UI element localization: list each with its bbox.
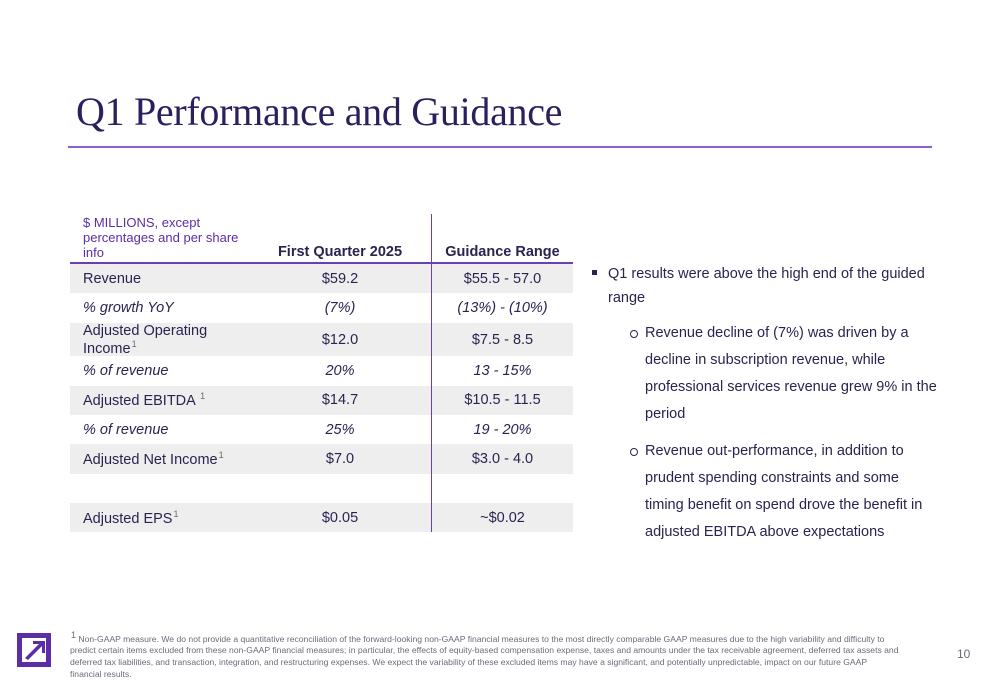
circle-bullet-icon: [630, 448, 638, 456]
row-label: Adjusted EBITDA 1: [70, 385, 249, 416]
table-row: Adjusted Operating Income1 $12.0 $7.5 - …: [70, 322, 573, 357]
header-guidance-range: Guidance Range: [431, 214, 573, 264]
first-quarter-value: (7%): [324, 299, 356, 316]
guidance-value: 19 - 20%: [431, 415, 573, 445]
footnote-marker: 1: [131, 338, 137, 349]
header-first-quarter: First Quarter 2025: [249, 214, 432, 264]
sub-bullet: Revenue decline of (7%) was driven by a …: [592, 320, 937, 428]
first-quarter-value: $12.0: [249, 322, 432, 357]
guidance-value: $10.5 - 11.5: [431, 385, 573, 416]
footnote-marker: 1: [200, 391, 206, 402]
title-divider: [68, 146, 932, 148]
row-label: [70, 474, 249, 503]
first-quarter-value: [249, 474, 432, 503]
first-quarter-value: $59.2: [249, 263, 432, 294]
first-quarter-value: $0.05: [249, 502, 432, 533]
sub-bullet: Revenue out-performance, in addition to …: [592, 438, 937, 546]
footnote-marker: 1: [218, 450, 224, 461]
row-label: % of revenue: [83, 363, 169, 380]
first-quarter-value: $14.7: [249, 385, 432, 416]
guidance-value: $55.5 - 57.0: [431, 263, 573, 294]
row-label: % growth YoY: [83, 299, 174, 316]
header-units: $ MILLIONS, except percentages and per s…: [70, 214, 249, 264]
table-row: % growth YoY (7%) (13%) - (10%): [70, 293, 573, 323]
bullet-main: Q1 results were above the high end of th…: [592, 262, 937, 310]
row-label: Adjusted Operating Income1: [70, 322, 249, 357]
table-row: % of revenue 20% 13 - 15%: [70, 356, 573, 386]
row-label: Adjusted Net Income1: [70, 444, 249, 474]
page-number: 10: [957, 647, 971, 661]
table-row: % of revenue 25% 19 - 20%: [70, 415, 573, 445]
guidance-value: $3.0 - 4.0: [431, 444, 573, 474]
first-quarter-value: 20%: [325, 363, 355, 380]
first-quarter-value: 25%: [325, 421, 355, 438]
guidance-value: 13 - 15%: [431, 356, 573, 386]
footnote: 1 Non-GAAP measure. We do not provide a …: [70, 630, 899, 679]
arrow-up-right-icon: [17, 633, 51, 667]
row-label: Revenue: [70, 263, 249, 294]
table-row: Adjusted EPS1 $0.05 ~$0.02: [70, 502, 573, 533]
commentary-bullets: Q1 results were above the high end of th…: [592, 262, 937, 546]
table-row: Adjusted EBITDA 1 $14.7 $10.5 - 11.5: [70, 385, 573, 416]
guidance-value: $7.5 - 8.5: [431, 322, 573, 357]
footnote-marker: 1: [173, 508, 179, 519]
row-label: Adjusted EPS1: [70, 502, 249, 533]
first-quarter-value: $7.0: [249, 444, 432, 474]
table-header-row: $ MILLIONS, except percentages and per s…: [70, 214, 573, 264]
guidance-value: ~$0.02: [431, 502, 573, 533]
square-bullet-icon: [592, 270, 597, 275]
circle-bullet-icon: [630, 330, 638, 338]
table-row: Adjusted Net Income1 $7.0 $3.0 - 4.0: [70, 444, 573, 474]
financial-table: $ MILLIONS, except percentages and per s…: [70, 214, 573, 533]
footnote-marker: 1: [71, 630, 77, 640]
guidance-value: (13%) - (10%): [431, 293, 573, 323]
guidance-value: [431, 473, 573, 503]
page-title: Q1 Performance and Guidance: [76, 89, 563, 134]
table-row: Revenue $59.2 $55.5 - 57.0: [70, 263, 573, 294]
row-label: % of revenue: [83, 421, 169, 438]
table-row-spacer: [70, 473, 573, 503]
